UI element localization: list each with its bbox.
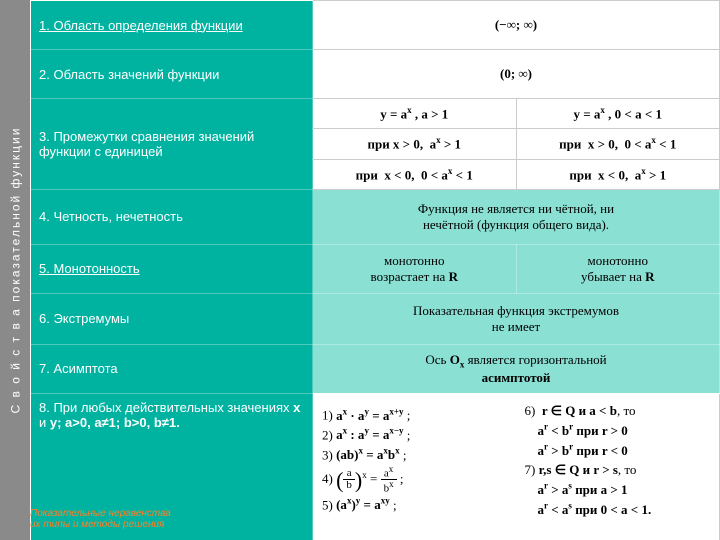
cell: при x < 0, ax > 1 <box>516 159 720 189</box>
table-row: 1. Область определения функции (−∞; ∞) <box>31 1 720 50</box>
table-row: 3. Промежутки сравнения значений функции… <box>31 99 720 129</box>
footer-caption: Показательные неравенстваих типы и метод… <box>30 508 171 530</box>
vertical-title-bar: С в о й с т в а показательной функции <box>0 0 30 540</box>
cell: монотонновозрастает на R <box>313 244 517 293</box>
formula-col-left: 1) ax · ay = ax+y ; 2) ax : ay = ax−y ; … <box>314 394 517 525</box>
slide: С в о й с т в а показательной функции 1.… <box>0 0 720 540</box>
table-row: 6. Экстремумы Показательная функция экст… <box>31 293 720 344</box>
table-row: 2. Область значений функции (0; ∞) <box>31 50 720 99</box>
table-row: 5. Монотонность монотонновозрастает на R… <box>31 244 720 293</box>
cell: при x > 0, ax > 1 <box>313 129 517 159</box>
table-row: 7. Асимптота Ось Ox является горизонталь… <box>31 344 720 393</box>
row-value: Показательная функция экстремумовне имее… <box>313 293 720 344</box>
row-label: 5. Монотонность <box>31 244 313 293</box>
cell: y = ax , a > 1 <box>313 99 517 129</box>
row-value: (0; ∞) <box>313 50 720 99</box>
row-label: 4. Четность, нечетность <box>31 189 313 244</box>
formula-col-right: 6) r ∈ Q и a < b, то ar < br при r > 0 a… <box>516 394 719 525</box>
table-row: 4. Четность, нечетность Функция не являе… <box>31 189 720 244</box>
cell: y = ax , 0 < a < 1 <box>516 99 720 129</box>
row-label: 2. Область значений функции <box>31 50 313 99</box>
row-label: 3. Промежутки сравнения значений функции… <box>31 99 313 190</box>
vertical-title: С в о й с т в а показательной функции <box>8 127 22 414</box>
cell: монотонноубывает на R <box>516 244 720 293</box>
cell: при x < 0, 0 < ax < 1 <box>313 159 517 189</box>
cell: при x > 0, 0 < ax < 1 <box>516 129 720 159</box>
row-label: 6. Экстремумы <box>31 293 313 344</box>
formula-block: 1) ax · ay = ax+y ; 2) ax : ay = ax−y ; … <box>313 393 720 540</box>
row-label: 1. Область определения функции <box>31 1 313 50</box>
row-value: Ось Ox является горизонтальнойасимптотой <box>313 344 720 393</box>
properties-table: 1. Область определения функции (−∞; ∞) 2… <box>30 0 720 540</box>
row-value: Функция не является ни чётной, нинечётно… <box>313 189 720 244</box>
row-label: 7. Асимптота <box>31 344 313 393</box>
row-value: (−∞; ∞) <box>313 1 720 50</box>
